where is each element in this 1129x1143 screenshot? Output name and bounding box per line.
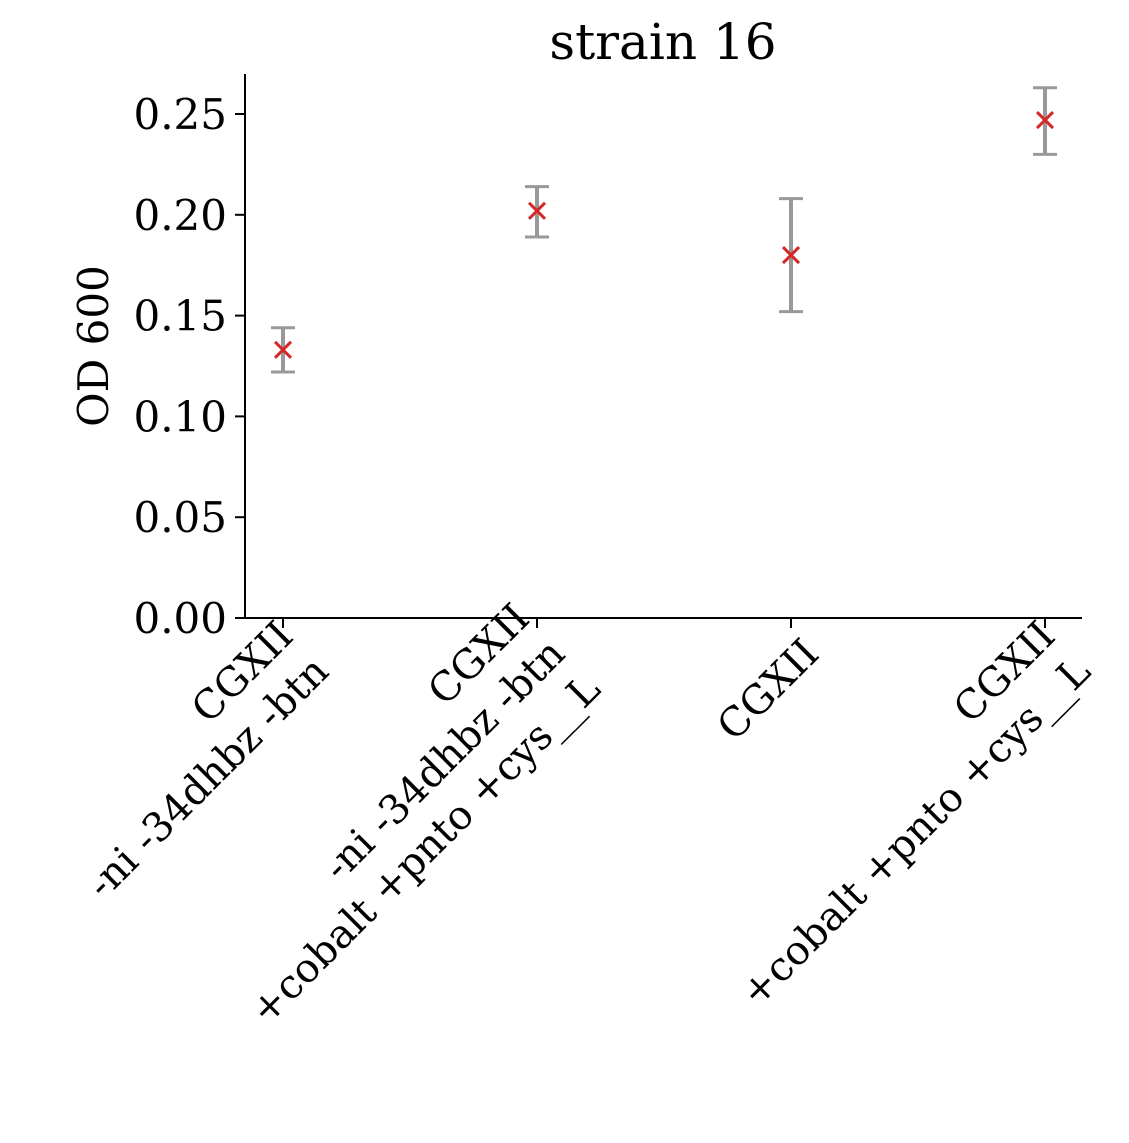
y-tick-label: 0.15 [133, 292, 227, 341]
y-tick-label: 0.25 [133, 90, 227, 139]
x-tick-label-line: CGXII [709, 630, 828, 749]
y-tick-label: 0.05 [133, 493, 227, 542]
error-bars [271, 86, 1057, 374]
x-ticks [282, 618, 1046, 628]
y-axis-label: OD 600 [69, 265, 118, 427]
data-point [273, 340, 293, 359]
x-tick-label: CGXII-ni -34dhbz -btn [78, 613, 337, 908]
x-tick-labels: CGXII-ni -34dhbz -btn CGXII-ni -34dhbz -b… [78, 595, 1099, 1034]
data-markers [273, 110, 1055, 359]
data-point [1035, 110, 1055, 130]
x-tick-label: CGXII [709, 630, 828, 749]
y-tick-label: 0.00 [133, 594, 227, 643]
y-ticks: 0.00 0.05 0.10 0.15 0.20 0.25 [133, 90, 245, 643]
data-point [781, 246, 801, 265]
chart-title: strain 16 [549, 13, 776, 71]
y-tick-label: 0.20 [133, 191, 227, 240]
y-tick-label: 0.10 [133, 392, 227, 441]
data-point [527, 201, 547, 220]
